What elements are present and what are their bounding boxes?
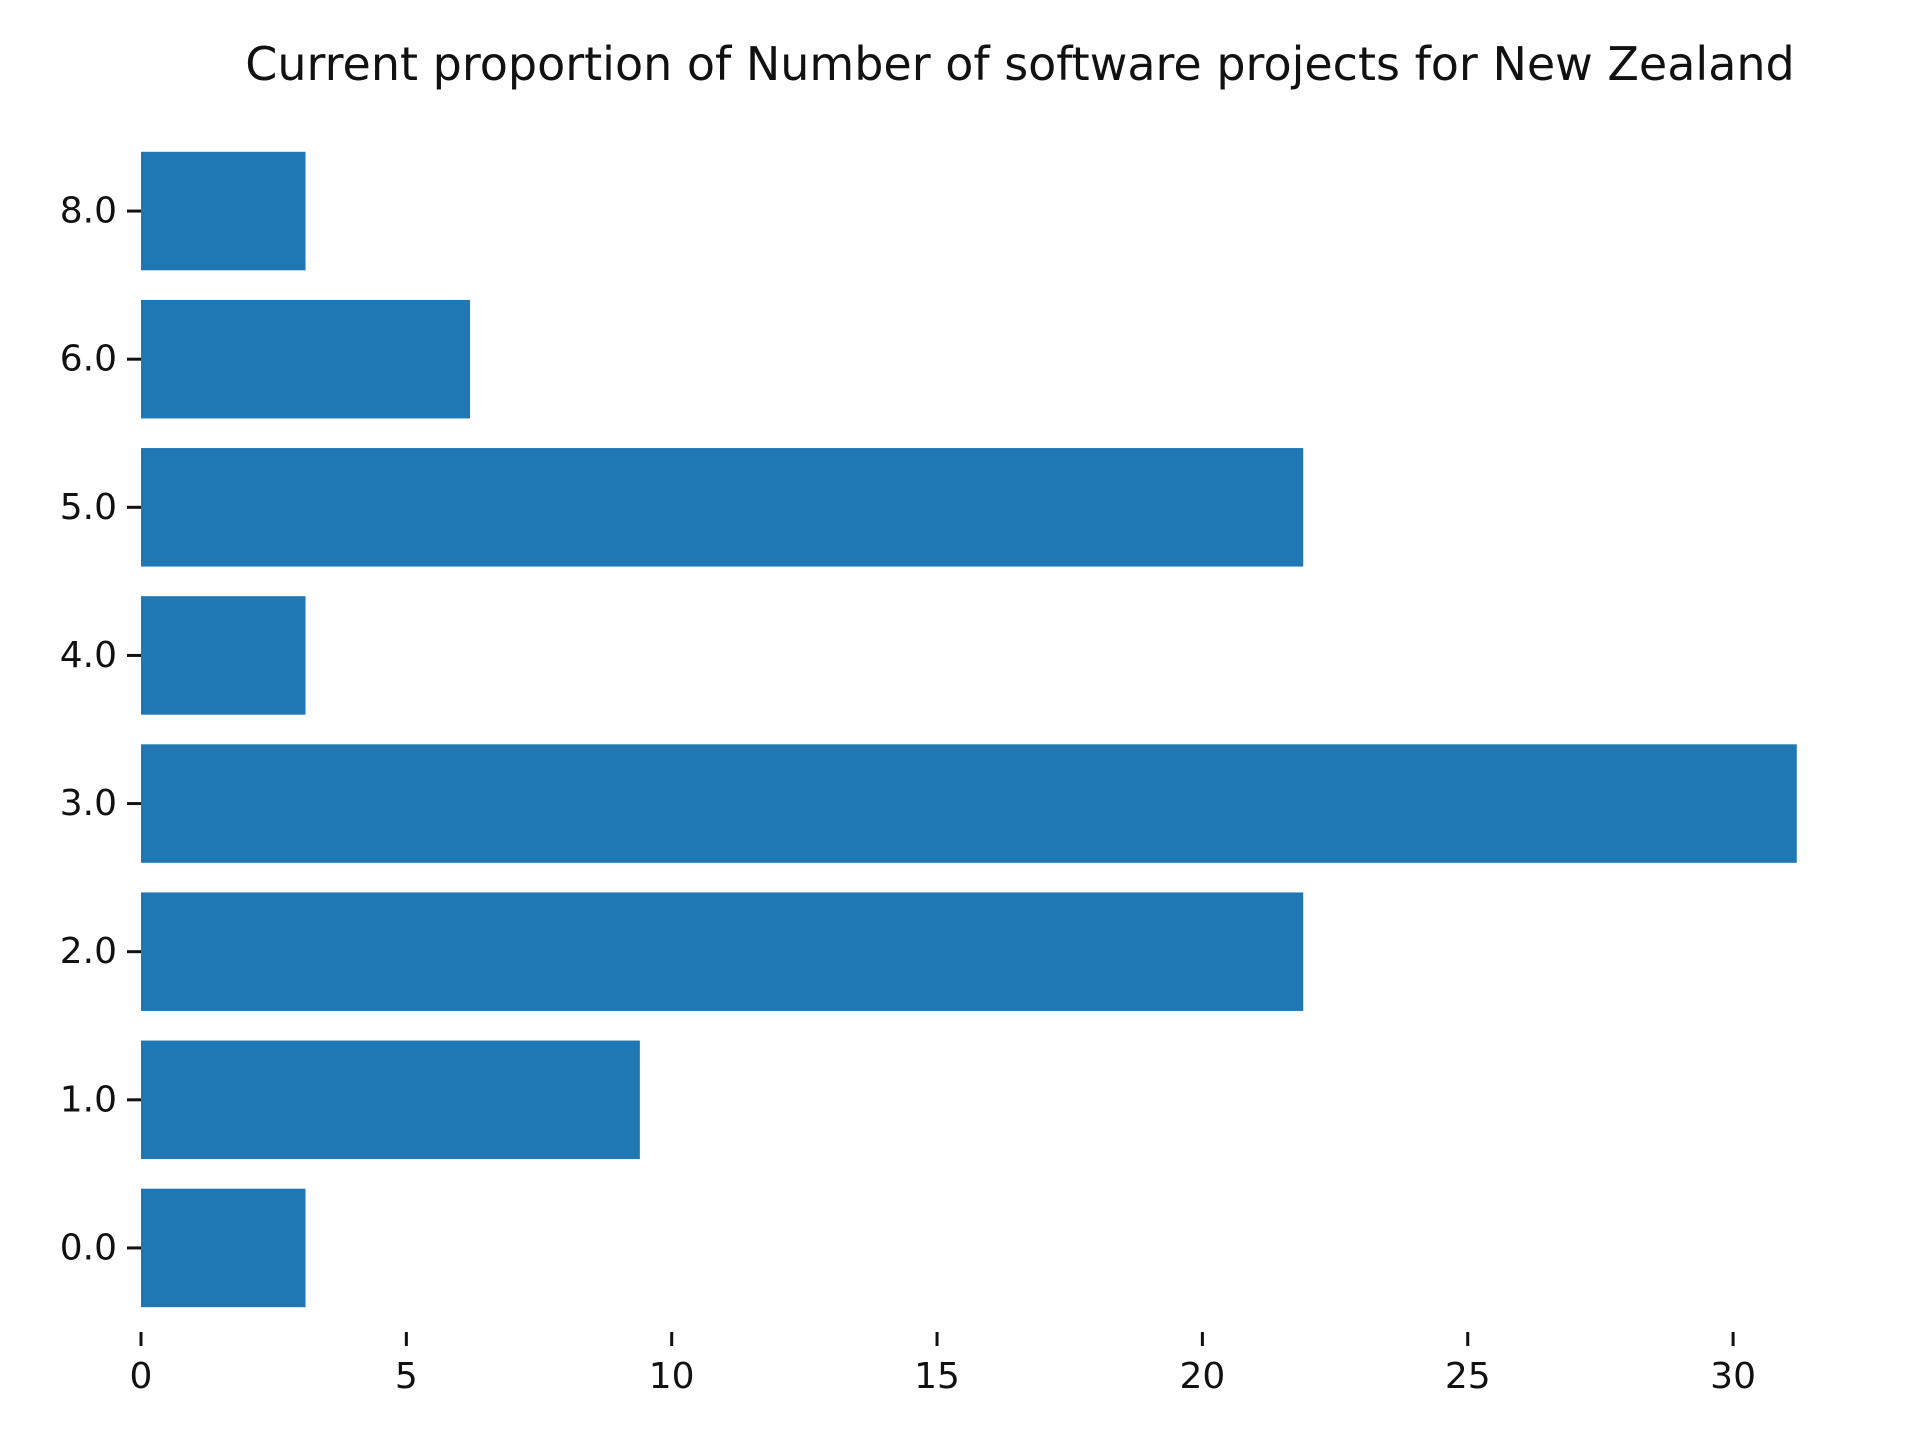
y-tick-label: 2.0 bbox=[60, 931, 117, 972]
y-tick-label: 0.0 bbox=[60, 1227, 117, 1268]
y-tick-label: 3.0 bbox=[60, 783, 117, 824]
x-axis: 0 5 10 15 20 25 30 bbox=[130, 1332, 1756, 1397]
y-axis: 0.0 1.0 2.0 3.0 4.0 5.0 6.0 8.0 bbox=[60, 191, 141, 1268]
x-tick-label: 30 bbox=[1710, 1356, 1756, 1397]
bar-3.0 bbox=[141, 744, 1797, 863]
bars-group bbox=[141, 151, 1797, 1308]
bar-1.0 bbox=[141, 1040, 640, 1160]
bar-0.0 bbox=[141, 1188, 306, 1308]
x-tick-label: 0 bbox=[130, 1356, 153, 1397]
y-tick-label: 6.0 bbox=[60, 339, 117, 380]
bar-4.0 bbox=[141, 596, 306, 715]
y-tick-label: 1.0 bbox=[60, 1079, 117, 1120]
bar-8.0 bbox=[141, 151, 306, 271]
chart-title: Current proportion of Number of software… bbox=[245, 37, 1795, 91]
bar-5.0 bbox=[141, 448, 1304, 567]
y-tick-label: 4.0 bbox=[60, 635, 117, 676]
x-tick-label: 25 bbox=[1445, 1356, 1491, 1397]
x-tick-label: 20 bbox=[1179, 1356, 1225, 1397]
bar-2.0 bbox=[141, 892, 1304, 1011]
x-tick-label: 10 bbox=[649, 1356, 695, 1397]
bar-6.0 bbox=[141, 299, 471, 419]
y-tick-label: 5.0 bbox=[60, 487, 117, 528]
y-tick-label: 8.0 bbox=[60, 191, 117, 232]
x-tick-label: 5 bbox=[395, 1356, 418, 1397]
x-tick-label: 15 bbox=[914, 1356, 960, 1397]
